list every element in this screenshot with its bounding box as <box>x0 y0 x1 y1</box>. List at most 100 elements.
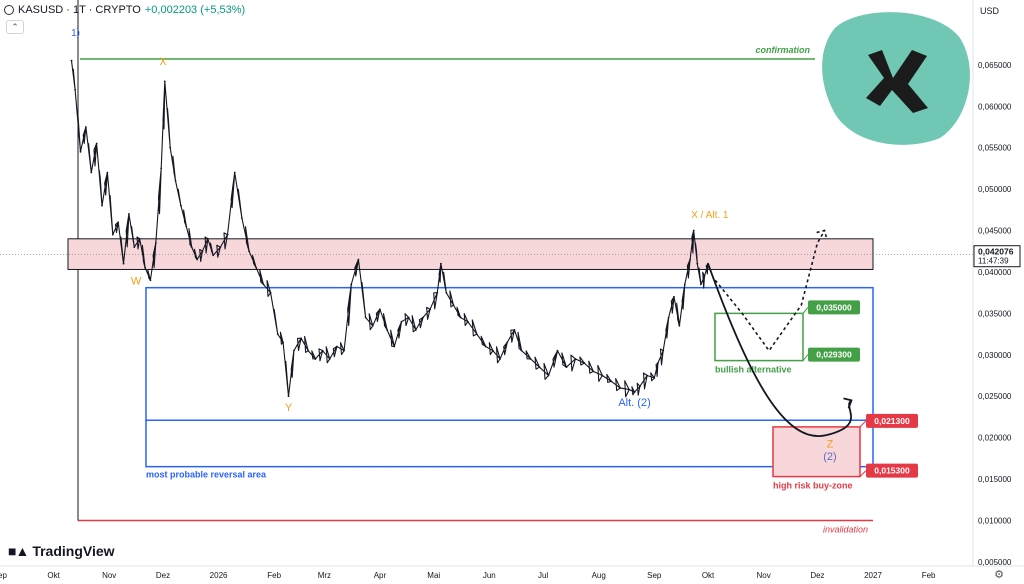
tradingview-logo-text: TradingView <box>32 543 115 559</box>
x-tick-label: Nov <box>757 571 771 580</box>
price-point <box>138 237 141 240</box>
price-point <box>407 316 410 319</box>
price-point <box>692 229 695 232</box>
price-point <box>276 333 279 335</box>
y-tick-label: 0,050000 <box>978 185 1012 194</box>
wave-2-label: (2) <box>823 451 836 463</box>
price-point <box>499 358 501 360</box>
wave-z-label: Z <box>827 439 834 451</box>
price-point <box>475 333 478 335</box>
price-point <box>190 246 193 248</box>
projection-main-arrowhead <box>843 397 853 409</box>
price-point <box>206 237 209 240</box>
price-point <box>160 167 163 170</box>
bullish-alternative-box <box>714 312 804 362</box>
price-point <box>128 213 130 215</box>
symbol-name[interactable]: KASUSD · 1T · CRYPTO <box>18 4 141 16</box>
price-tag-leader <box>859 420 867 428</box>
price-point <box>699 283 702 286</box>
wave-w-label: W <box>131 275 142 287</box>
price-point <box>610 380 613 383</box>
price-point <box>233 171 236 174</box>
wave-x2-label: X / Alt. 1 <box>691 210 729 221</box>
y-tick-label: 0,060000 <box>978 102 1012 111</box>
price-point <box>180 204 182 207</box>
price-point <box>583 362 586 364</box>
price-point <box>201 250 204 253</box>
x-tick-label: Okt <box>702 571 715 580</box>
price-point <box>111 233 114 236</box>
countdown-value: 11:47:39 <box>978 257 1009 266</box>
x-tick-label: Sep <box>0 571 7 580</box>
price-point <box>520 349 523 352</box>
price-point <box>492 349 494 352</box>
price-point <box>379 308 381 311</box>
price-point <box>269 291 272 294</box>
price-point <box>292 349 295 352</box>
price-point <box>79 150 82 153</box>
collapse-chevron-icon[interactable]: ⌃ <box>6 20 24 34</box>
price-point <box>601 374 604 377</box>
y-tick-label: 0,065000 <box>978 61 1012 70</box>
price-point <box>538 366 541 369</box>
price-point <box>307 349 310 352</box>
price-point <box>703 275 706 277</box>
price-point <box>639 385 641 388</box>
tradingview-logo[interactable]: ■▲ TradingView <box>8 543 115 559</box>
price-point <box>163 80 166 83</box>
y-tick-label: 0,025000 <box>978 392 1012 401</box>
price-point <box>556 349 559 352</box>
price-point <box>196 258 198 261</box>
y-tick-label: 0,030000 <box>978 351 1012 360</box>
price-point <box>240 217 243 219</box>
x-tick-label: Aug <box>592 571 606 580</box>
bullish-alternative-label: bullish alternative <box>715 365 792 375</box>
price-tag-label: 0,029300 <box>816 350 852 360</box>
x-tick-label: Dez <box>156 571 170 580</box>
price-point <box>300 337 302 340</box>
price-point <box>646 374 649 377</box>
price-point <box>255 266 258 269</box>
price-point <box>350 283 353 286</box>
price-point <box>459 316 462 319</box>
price-point <box>122 262 125 265</box>
currency-label[interactable]: USD <box>980 6 1000 16</box>
current-price-tag <box>973 245 1021 268</box>
x-tick-label: Dez <box>810 571 824 580</box>
price-point <box>336 345 338 348</box>
price-point <box>619 387 622 389</box>
settings-gear-icon[interactable]: ⚙ <box>994 569 1004 581</box>
price-point <box>565 366 568 369</box>
price-point <box>414 329 417 331</box>
price-point <box>133 246 136 248</box>
price-tag-bg <box>866 463 918 478</box>
price-point <box>386 329 389 331</box>
price-point <box>248 250 250 253</box>
price-point <box>70 59 73 62</box>
price-point <box>633 391 636 393</box>
resistance-band <box>67 238 874 270</box>
price-point <box>592 370 595 373</box>
price-tag-leader <box>802 354 809 361</box>
alt-2-label: Alt. (2) <box>618 397 650 409</box>
projection-alt-path <box>714 230 826 353</box>
x-tick-label: Feb <box>267 571 281 580</box>
confirmation-label: confirmation <box>755 45 810 55</box>
price-point <box>400 320 403 323</box>
price-point <box>262 283 265 286</box>
price-point <box>452 304 455 306</box>
price-point <box>440 262 442 265</box>
y-tick-label: 0,020000 <box>978 434 1012 443</box>
reversal-area-label: most probable reversal area <box>146 470 267 480</box>
price-point <box>174 179 177 182</box>
price-point <box>282 341 285 344</box>
price-point <box>219 246 222 248</box>
price-point <box>106 171 109 174</box>
price-point <box>314 358 317 360</box>
symbol-logo-icon <box>4 5 14 15</box>
price-point <box>393 345 396 348</box>
price-point <box>90 171 93 174</box>
price-point <box>466 320 469 323</box>
symbol-header: KASUSD · 1T · CRYPTO +0,002203 (+5,53%) <box>4 4 245 16</box>
